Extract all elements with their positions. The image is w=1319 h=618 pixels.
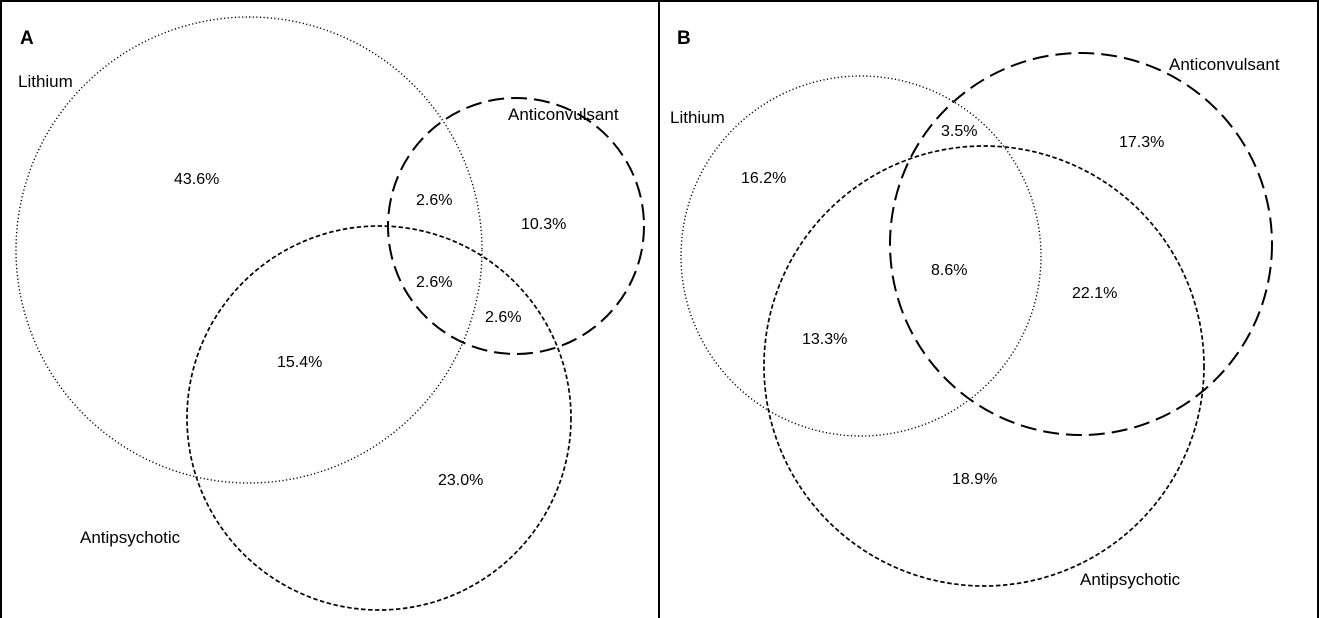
panel-b-lithium-label: Lithium: [670, 108, 725, 127]
panel-a-antipsychotic-only-value: 23.0%: [438, 472, 483, 489]
panel-a: A Lithium Anticonvulsant Antipsychotic 4…: [15, 16, 645, 611]
panel-b-lithium-circle: [680, 75, 1042, 437]
panel-b-anticonvulsant-only-value: 17.3%: [1119, 134, 1164, 151]
panel-b-antipsychotic-label: Antipsychotic: [1080, 570, 1181, 589]
panel-b-lithium-antipsychotic-value: 13.3%: [802, 331, 847, 348]
panel-b-anticonvulsant-antipsychotic-value: 22.1%: [1072, 285, 1117, 302]
panel-a-lithium-circle: [15, 16, 483, 484]
panel-a-lithium-anticonvulsant-value: 2.6%: [416, 192, 452, 209]
panel-a-anticonvulsant-antipsychotic-value: 2.6%: [485, 309, 521, 326]
panel-a-lithium-only-value: 43.6%: [174, 171, 219, 188]
panel-a-lithium-label: Lithium: [18, 72, 73, 91]
panel-b-anticonvulsant-label: Anticonvulsant: [1169, 55, 1280, 74]
panel-b-lithium-only-value: 16.2%: [741, 170, 786, 187]
panel-a-lithium-antipsychotic-value: 15.4%: [277, 354, 322, 371]
panel-b-antipsychotic-circle: [763, 145, 1205, 587]
panel-a-antipsychotic-label: Antipsychotic: [80, 528, 181, 547]
panel-b-lithium-anticonvulsant-value: 3.5%: [941, 123, 977, 140]
panel-b-antipsychotic-only-value: 18.9%: [952, 471, 997, 488]
panel-b-letter: B: [677, 28, 691, 49]
panel-a-letter: A: [20, 28, 34, 49]
panel-a-all-three-value: 2.6%: [416, 274, 452, 291]
panel-b-all-three-value: 8.6%: [931, 262, 967, 279]
panel-b-anticonvulsant-circle: [889, 52, 1273, 436]
panel-a-antipsychotic-circle: [186, 225, 572, 611]
panel-b: B Lithium Anticonvulsant Antipsychotic 3…: [670, 28, 1280, 589]
panel-a-anticonvulsant-only-value: 10.3%: [521, 216, 566, 233]
panel-a-anticonvulsant-label: Anticonvulsant: [508, 105, 619, 124]
